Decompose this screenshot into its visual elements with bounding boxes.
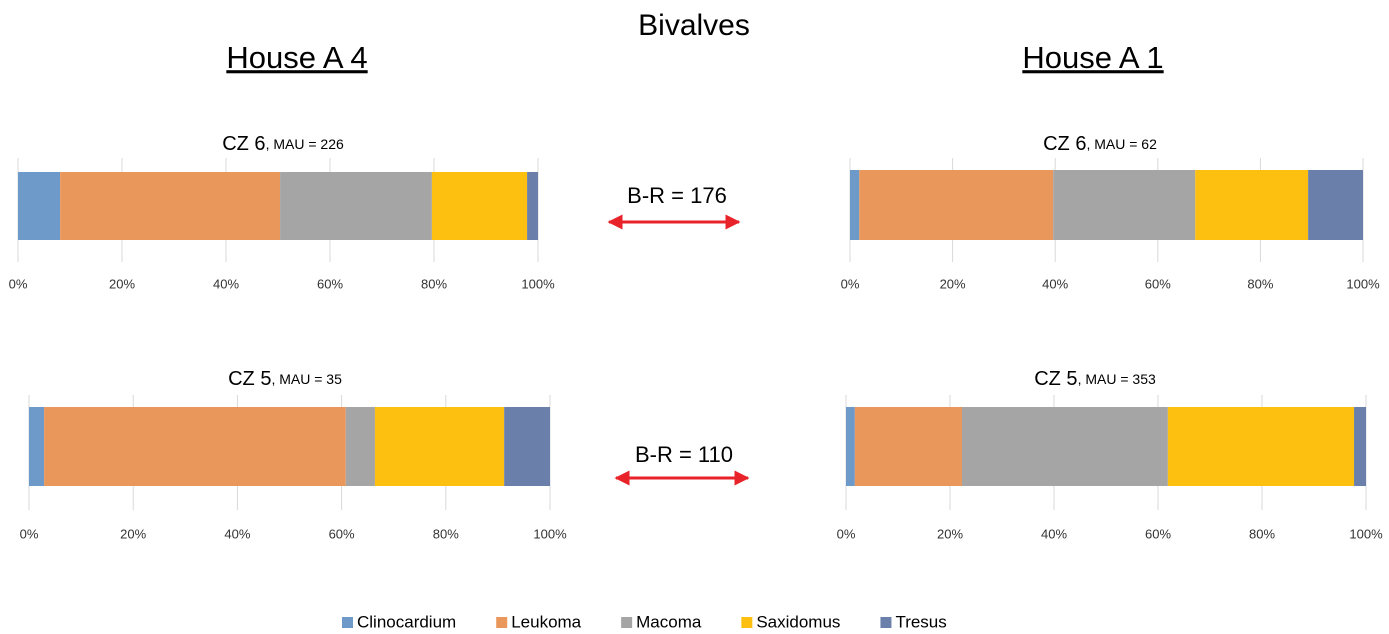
legend-label: Leukoma (511, 612, 581, 631)
x-tick-label: 100% (521, 276, 555, 291)
x-tick-label: 80% (421, 276, 447, 291)
chart-subtitle: , MAU = 353 (1078, 371, 1156, 387)
legend-swatch (621, 617, 633, 628)
bar-segment (60, 172, 281, 240)
bar-segment (374, 407, 505, 486)
annotation: B-R = 110 (635, 442, 733, 467)
bar-segment (431, 172, 528, 240)
bar-segment (850, 170, 860, 240)
x-tick-label: 0% (9, 276, 28, 291)
bar-segment (846, 407, 855, 486)
legend-swatch (741, 617, 753, 628)
bar-segment (345, 407, 375, 486)
bar-segment (859, 170, 1054, 240)
x-tick-label: 20% (940, 276, 966, 291)
x-tick-label: 40% (224, 526, 250, 541)
annotation: B-R = 176 (627, 183, 727, 208)
x-tick-label: 60% (1145, 526, 1171, 541)
x-tick-label: 100% (533, 526, 567, 541)
x-tick-label: 40% (1042, 276, 1068, 291)
x-tick-label: 0% (20, 526, 39, 541)
x-tick-label: 60% (1145, 276, 1171, 291)
bar-segment (280, 172, 432, 240)
page-title: Bivalves (638, 9, 750, 42)
x-tick-label: 100% (1346, 276, 1380, 291)
legend-swatch (496, 617, 508, 628)
legend-swatch (342, 617, 353, 628)
chart-title: CZ 6, MAU = 62 (1043, 133, 1157, 155)
bar-segment (961, 407, 1168, 486)
bar-segment (44, 407, 346, 486)
house-heading: House A 1 (1022, 40, 1163, 75)
legend-label: Tresus (895, 612, 946, 631)
chart-subtitle: , MAU = 226 (266, 136, 344, 152)
x-tick-label: 60% (329, 526, 355, 541)
legend-label: Saxidomus (756, 612, 840, 631)
legend-swatch (880, 617, 892, 628)
chart-title: CZ 6, MAU = 226 (222, 133, 344, 155)
bar-segment (527, 172, 538, 240)
bar-segment (1167, 407, 1355, 486)
x-tick-label: 40% (1041, 526, 1067, 541)
chart-title-main: CZ 5 (1034, 368, 1077, 390)
x-tick-label: 100% (1349, 526, 1383, 541)
bar-segment (854, 407, 962, 486)
x-tick-label: 60% (317, 276, 343, 291)
house-heading: House A 4 (226, 40, 367, 75)
x-tick-label: 0% (841, 276, 860, 291)
chart-title-main: CZ 6 (222, 133, 265, 155)
x-tick-label: 20% (937, 526, 963, 541)
chart-title-main: CZ 5 (228, 368, 271, 390)
legend-label: Macoma (636, 612, 702, 631)
bar-segment (1308, 170, 1363, 240)
x-tick-label: 80% (1249, 526, 1275, 541)
x-tick-label: 0% (837, 526, 856, 541)
bar-segment (1053, 170, 1196, 240)
chart-subtitle: , MAU = 62 (1086, 136, 1157, 152)
legend-label: Clinocardium (357, 612, 456, 631)
bar-segment (1354, 407, 1366, 486)
x-tick-label: 80% (433, 526, 459, 541)
chart-title: CZ 5, MAU = 35 (228, 368, 342, 390)
chart-subtitle: , MAU = 35 (271, 371, 342, 387)
x-tick-label: 20% (120, 526, 146, 541)
bar-segment (18, 172, 61, 240)
chart-title-main: CZ 6 (1043, 133, 1086, 155)
x-tick-label: 20% (109, 276, 135, 291)
bar-segment (504, 407, 550, 486)
bar-segment (29, 407, 45, 486)
x-tick-label: 80% (1247, 276, 1273, 291)
chart-title: CZ 5, MAU = 353 (1034, 368, 1156, 390)
x-tick-label: 40% (213, 276, 239, 291)
bar-segment (1195, 170, 1309, 240)
